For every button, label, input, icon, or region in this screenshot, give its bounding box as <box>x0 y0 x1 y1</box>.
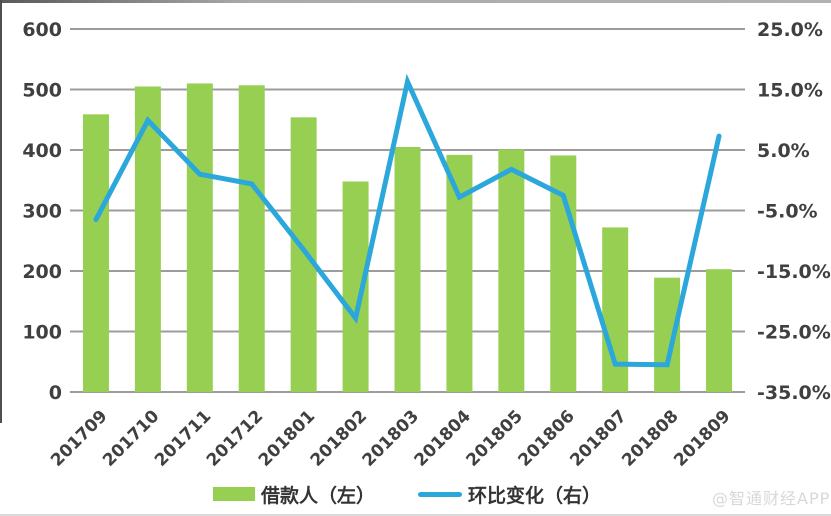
right-axis-tick: -15.0% <box>757 261 831 283</box>
x-axis-label: 201709 <box>47 406 111 470</box>
x-axis-label: 201803 <box>359 406 423 470</box>
bar-201807 <box>602 227 629 392</box>
x-axis-label: 201801 <box>255 406 319 470</box>
right-axis-tick: 5.0% <box>757 140 810 162</box>
x-axis-label: 201809 <box>670 406 734 470</box>
bar-201801 <box>290 117 317 392</box>
bar-201803 <box>394 146 421 392</box>
frame-left-border <box>0 0 2 423</box>
x-axis-label: 201807 <box>566 406 630 470</box>
bar-201805 <box>498 149 525 392</box>
x-axis-label: 201802 <box>307 406 371 470</box>
right-axis-tick: 15.0% <box>757 80 823 102</box>
x-axis-label: 201711 <box>151 406 215 470</box>
bar-201709 <box>82 114 109 393</box>
right-axis-tick: 25.0% <box>757 19 823 41</box>
left-axis-tick: 600 <box>22 19 62 41</box>
bar-201711 <box>186 83 213 392</box>
left-axis-tick: 100 <box>22 322 62 344</box>
legend-item-mom-change: 环比变化（右） <box>418 484 601 507</box>
bar-series-swatch <box>213 487 255 501</box>
x-axis-label: 201710 <box>99 406 163 470</box>
x-axis-label: 201712 <box>203 406 267 470</box>
frame-bottom-border <box>0 514 831 516</box>
x-axis-label: 201805 <box>463 406 527 470</box>
x-axis-label: 201808 <box>618 406 682 470</box>
left-axis-tick: 200 <box>22 261 62 283</box>
right-axis-tick: -25.0% <box>757 322 831 344</box>
right-axis-tick: -5.0% <box>757 201 818 223</box>
left-axis-tick: 300 <box>22 201 62 223</box>
left-axis-tick: 400 <box>22 140 62 162</box>
legend-item-borrowers: 借款人（左） <box>213 484 375 507</box>
left-axis-tick: 0 <box>49 382 62 404</box>
bar-201712 <box>238 85 265 392</box>
line-series-swatch <box>418 491 462 497</box>
legend-label-mom-change: 环比变化（右） <box>468 484 602 507</box>
x-axis-label: 201804 <box>411 406 475 470</box>
frame-top-border <box>0 0 831 3</box>
x-axis-label: 201806 <box>514 406 578 470</box>
left-axis-tick: 500 <box>22 80 62 102</box>
mom-change-line <box>93 73 722 368</box>
bar-201809 <box>706 269 733 392</box>
watermark: @智通财经APP <box>712 489 831 508</box>
legend-label-borrowers: 借款人（左） <box>261 484 376 507</box>
right-axis-tick: -35.0% <box>757 382 831 404</box>
